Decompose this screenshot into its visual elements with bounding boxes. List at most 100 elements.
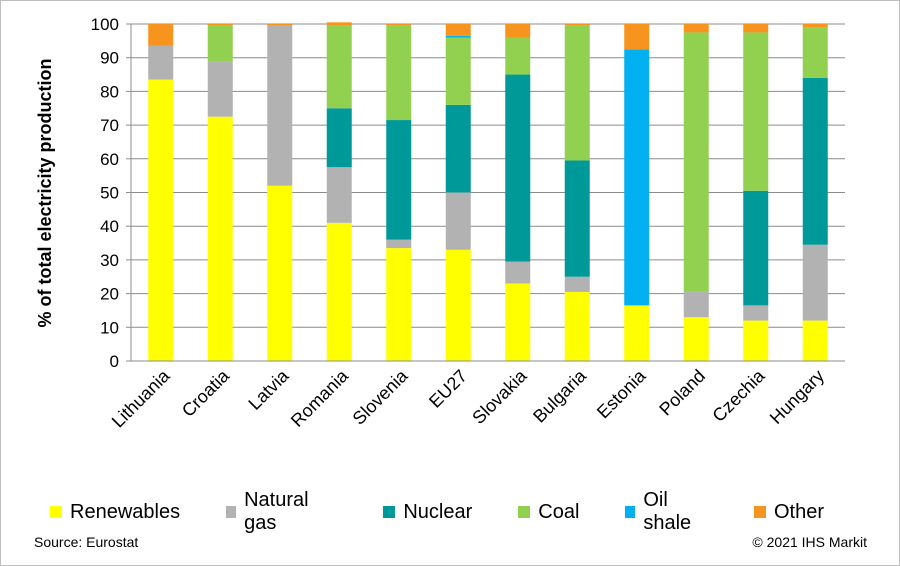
x-tick-label: Croatia	[178, 365, 234, 421]
bar-segment	[683, 291, 709, 318]
bar-segment	[445, 249, 471, 361]
bar-segment	[564, 24, 590, 26]
bar-segment	[743, 24, 769, 33]
y-tick-label: 70	[100, 116, 119, 135]
bars	[148, 22, 828, 361]
x-tick-label: Czechia	[708, 365, 769, 426]
x-tick-label: Slovenia	[349, 365, 413, 429]
x-tick-label: Bulgaria	[529, 365, 591, 427]
legend-label: Oil shale	[643, 489, 692, 534]
legend-item: Natural gas	[226, 489, 329, 535]
legend-label: Natural gas	[244, 489, 309, 534]
x-tick-label: Slovakia	[468, 365, 531, 428]
y-axis-label: % of total electricity production	[35, 58, 55, 327]
bar-segment	[326, 222, 352, 361]
x-tick-label: Latvia	[244, 365, 293, 414]
bar-segment	[564, 276, 590, 292]
bar-segment	[743, 305, 769, 321]
legend: Renewables Natural gas Nuclear Coal Oil shal…	[50, 489, 870, 535]
legend-label: Nuclear	[403, 500, 473, 523]
y-tick-label: 0	[110, 352, 119, 371]
x-tick-label: Lithuania	[108, 365, 175, 432]
legend-item: Coal	[518, 489, 579, 535]
bar-segment	[743, 320, 769, 361]
stacked-bar-chart: 0 10 20 30 40 50 60 70 80 90 100 Lithuania Croatia L…	[35, 15, 845, 432]
bar-segment	[207, 116, 233, 361]
y-tick-label: 40	[100, 217, 119, 236]
bar-segment	[445, 37, 471, 105]
copyright-note: © 2021 IHS Markit	[752, 534, 867, 550]
y-tick-label: 60	[100, 150, 119, 169]
bar-segment	[445, 24, 471, 36]
bar-segment	[743, 190, 769, 306]
bar-segment	[505, 283, 531, 361]
legend-item: Oil shale	[625, 489, 708, 535]
bar-segment	[743, 32, 769, 191]
bar-segment	[802, 320, 828, 361]
bar-segment	[326, 108, 352, 168]
legend-swatch	[50, 506, 62, 518]
bar-segment	[207, 61, 233, 117]
bar-segment	[802, 24, 828, 28]
bar-segment	[624, 24, 650, 50]
legend-item: Other	[753, 489, 824, 535]
bar-segment	[802, 244, 828, 321]
legend-swatch	[383, 506, 396, 518]
bar-segment	[445, 192, 471, 250]
bar-segment	[148, 45, 174, 80]
x-tick-label: Poland	[655, 366, 709, 420]
bar-segment	[802, 27, 828, 78]
bar-segment	[326, 167, 352, 223]
bar-segment	[802, 77, 828, 245]
bar-segment	[564, 25, 590, 161]
x-tick-label: EU27	[425, 366, 471, 412]
bar-segment	[386, 248, 412, 361]
x-tick-label: Hungary	[766, 366, 828, 428]
bar-segment	[564, 291, 590, 361]
y-tick-label: 100	[91, 15, 119, 34]
x-tick-label: Estonia	[593, 365, 650, 422]
x-tick-label: Romania	[287, 365, 353, 431]
bar-segment	[624, 305, 650, 361]
y-tick-label: 30	[100, 251, 119, 270]
bar-segment	[505, 24, 531, 38]
gridlines	[131, 23, 845, 328]
source-note: Source: Eurostat	[34, 534, 139, 550]
bar-segment	[207, 24, 233, 26]
bar-segment	[683, 317, 709, 361]
legend-swatch	[753, 506, 766, 518]
legend-label: Renewables	[70, 500, 181, 523]
bar-segment	[445, 35, 471, 38]
legend-label: Coal	[538, 500, 580, 523]
bar-segment	[267, 25, 293, 186]
bar-segment	[267, 185, 293, 361]
bar-segment	[207, 25, 233, 62]
bar-segment	[386, 239, 412, 249]
legend-item: Nuclear	[383, 489, 472, 535]
bar-segment	[386, 25, 412, 121]
y-tick-labels: 0 10 20 30 40 50 60 70 80 90 100	[91, 15, 119, 371]
bar-segment	[683, 32, 709, 292]
bar-segment	[505, 74, 531, 262]
legend-label: Other	[773, 500, 824, 523]
bar-segment	[564, 160, 590, 277]
bar-segment	[386, 120, 412, 240]
bar-segment	[148, 24, 174, 46]
bar-segment	[326, 25, 352, 109]
bar-segment	[505, 261, 531, 284]
legend-item: Renewables	[50, 489, 180, 535]
bar-segment	[683, 24, 709, 33]
bar-segment	[624, 49, 650, 306]
y-tick-label: 20	[100, 285, 119, 304]
bar-segment	[505, 37, 531, 75]
legend-swatch	[226, 506, 237, 518]
y-tick-label: 90	[100, 49, 119, 68]
bar-segment	[267, 24, 293, 26]
legend-swatch	[625, 506, 636, 518]
axes	[126, 23, 845, 362]
y-tick-label: 50	[100, 184, 119, 203]
bar-segment	[445, 104, 471, 193]
legend-swatch	[518, 506, 531, 518]
bar-segment	[326, 22, 352, 26]
